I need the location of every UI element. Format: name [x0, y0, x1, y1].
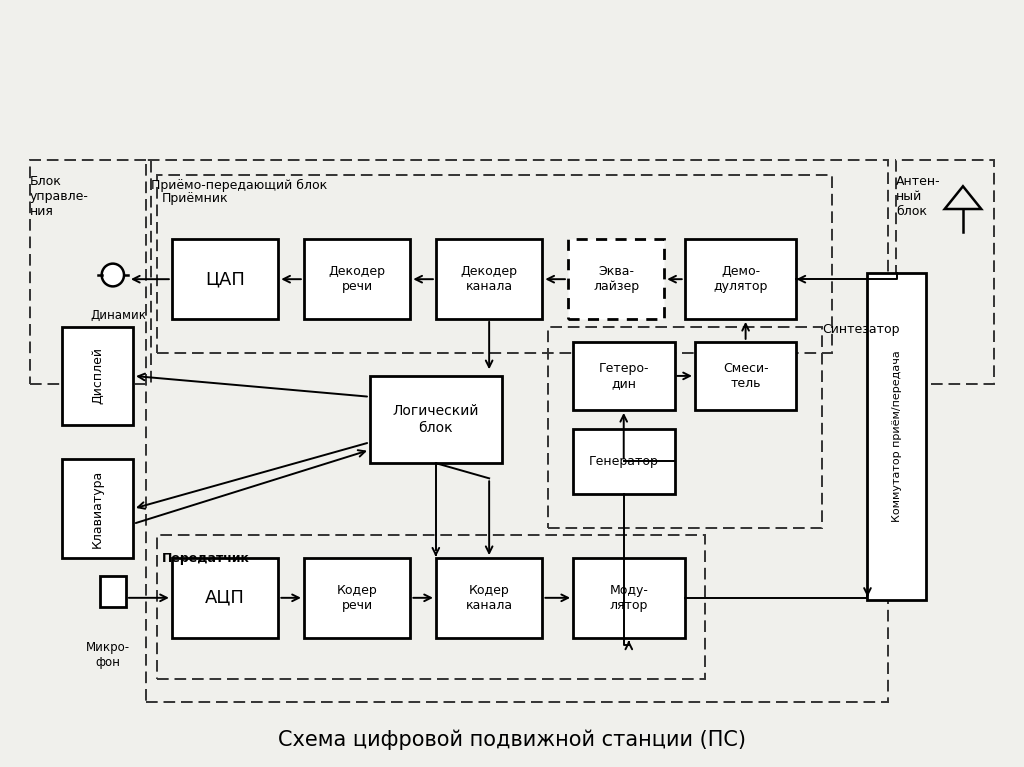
Text: Эква-
лайзер: Эква- лайзер: [593, 265, 639, 293]
Text: Моду-
лятор: Моду- лятор: [609, 584, 648, 612]
Text: Схема цифровой подвижной станции (ПС): Схема цифровой подвижной станции (ПС): [278, 730, 746, 750]
Bar: [304, 558, 411, 637]
Bar: [896, 160, 994, 384]
Text: Приёмо-передающий блок: Приёмо-передающий блок: [152, 179, 328, 192]
Bar: [30, 160, 152, 384]
Bar: [685, 239, 797, 319]
Text: Блок
управле-
ния: Блок управле- ния: [30, 175, 88, 218]
Text: Микро-
фон: Микро- фон: [86, 641, 130, 670]
Text: Синтезатор: Синтезатор: [822, 323, 899, 336]
Bar: [573, 558, 685, 637]
Text: Приёмник: Приёмник: [162, 192, 228, 205]
Text: Антен-
ный
блок: Антен- ный блок: [896, 175, 941, 218]
Bar: [62, 327, 133, 425]
Text: Кодер
речи: Кодер речи: [337, 584, 378, 612]
Bar: [157, 175, 831, 353]
Bar: [695, 342, 797, 410]
Bar: [370, 376, 502, 463]
Bar: [573, 342, 675, 410]
Bar: [157, 535, 705, 680]
Text: Декодер
канала: Декодер канала: [461, 265, 518, 293]
Bar: [62, 459, 133, 558]
Text: ЦАП: ЦАП: [205, 270, 245, 288]
Text: Передатчик: Передатчик: [162, 552, 250, 565]
Ellipse shape: [101, 264, 124, 286]
Text: Логический
блок: Логический блок: [392, 404, 479, 435]
Bar: [172, 558, 279, 637]
Text: Смеси-
тель: Смеси- тель: [723, 362, 768, 390]
Text: Динамик: Динамик: [90, 309, 146, 322]
Bar: [304, 239, 411, 319]
Bar: [146, 160, 888, 702]
Bar: [867, 274, 927, 600]
Text: Декодер
речи: Декодер речи: [329, 265, 386, 293]
Text: Коммутатор приём/передача: Коммутатор приём/передача: [892, 351, 902, 522]
Bar: [436, 558, 543, 637]
Bar: [172, 239, 279, 319]
Bar: [573, 429, 675, 493]
Text: АЦП: АЦП: [205, 589, 245, 607]
Bar: [548, 327, 822, 528]
Bar: [99, 576, 126, 607]
Text: Дисплей: Дисплей: [91, 347, 104, 404]
Text: Демо-
дулятор: Демо- дулятор: [714, 265, 768, 293]
Text: Клавиатура: Клавиатура: [91, 469, 104, 548]
Bar: [568, 239, 665, 319]
Text: Генератор: Генератор: [589, 455, 658, 468]
Text: Кодер
канала: Кодер канала: [466, 584, 513, 612]
Text: Гетеро-
дин: Гетеро- дин: [598, 362, 649, 390]
Bar: [436, 239, 543, 319]
